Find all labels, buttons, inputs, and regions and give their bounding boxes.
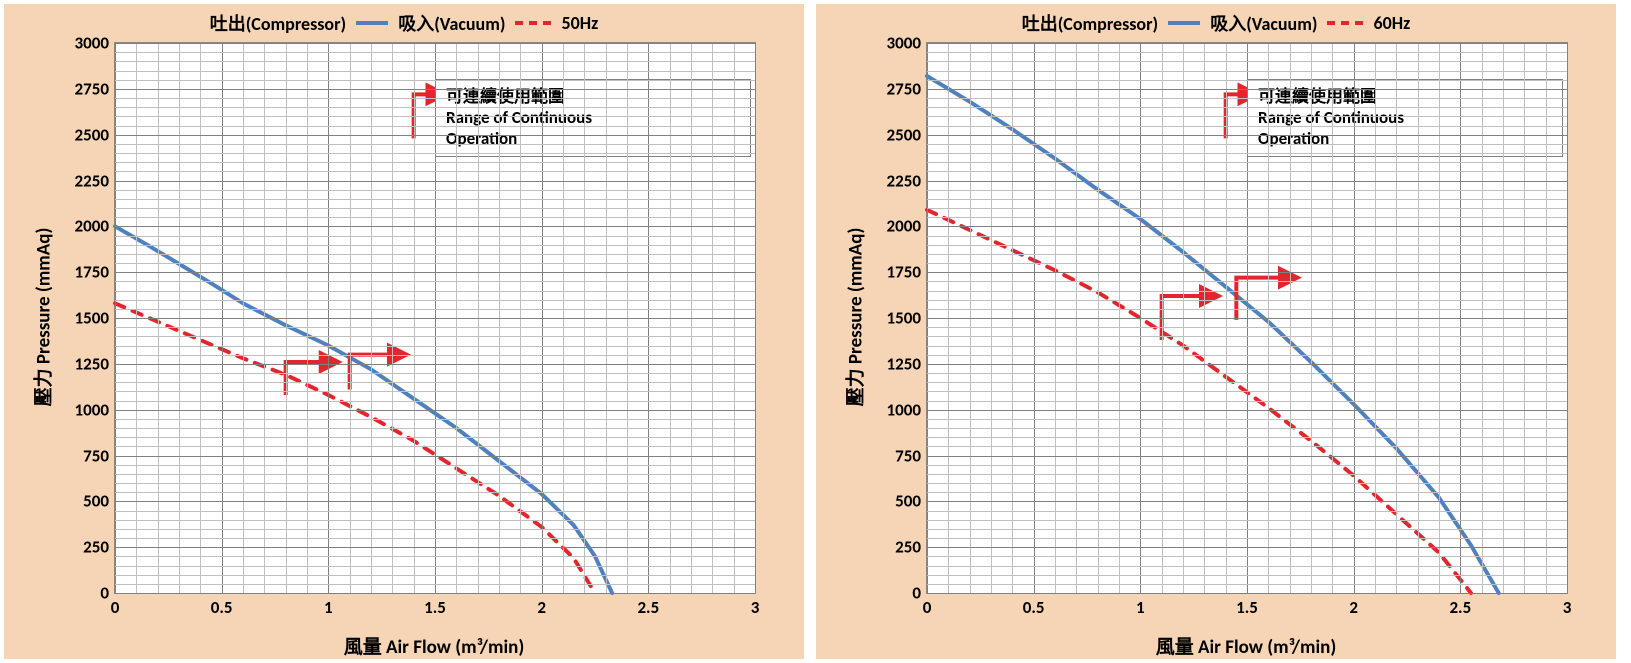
annot-line3: Operation [1258,128,1552,149]
y-axis-label: 壓力 Pressure (mmAq) [841,228,868,407]
vacuum-curve [115,303,595,593]
y-tick-label: 250 [895,537,927,558]
y-tick-label: 1000 [75,399,115,420]
y-tick-label: 2750 [75,78,115,99]
y-tick-label: 2250 [75,170,115,191]
y-tick-label: 1750 [75,262,115,283]
y-tick-label: 750 [83,445,115,466]
compressor-swatch-icon [356,21,388,25]
x-axis-label: 風量 Air Flow (m³/min) [344,632,525,659]
chart-panel-60hz: 吐出(Compressor) 吸入(Vacuum) 60Hz 可連續使用範圍 R… [816,4,1616,659]
vacuum-swatch-icon [515,21,551,25]
y-tick-label: 1750 [887,262,927,283]
y-tick-label: 0 [100,583,115,604]
x-tick-label: 2.5 [637,593,659,618]
legend-vacuum-label: 吸入(Vacuum) [398,10,505,36]
x-tick-label: 2 [1349,593,1358,618]
x-tick-label: 2.5 [1449,593,1471,618]
x-tick-label: 0.5 [211,593,233,618]
y-tick-label: 2750 [887,78,927,99]
plot-area: 可連續使用範圍 Range of Continuous Operation 00… [114,42,756,594]
legend-freq-label: 50Hz [562,12,599,34]
x-axis-label: 風量 Air Flow (m³/min) [1156,632,1337,659]
legend: 吐出(Compressor) 吸入(Vacuum) 60Hz [816,10,1616,36]
chart-panel-50hz: 吐出(Compressor) 吸入(Vacuum) 50Hz 可連續使用範圍 R… [4,4,804,659]
x-tick-label: 1 [324,593,333,618]
y-tick-label: 1500 [887,308,927,329]
x-tick-label: 1.5 [424,593,446,618]
y-tick-label: 0 [912,583,927,604]
y-tick-label: 2000 [887,216,927,237]
x-tick-label: 2 [537,593,546,618]
x-tick-label: 1.5 [1236,593,1258,618]
legend: 吐出(Compressor) 吸入(Vacuum) 50Hz [4,10,804,36]
y-tick-label: 3000 [887,33,927,54]
y-tick-label: 1250 [75,353,115,374]
y-tick-label: 3000 [75,33,115,54]
y-tick-label: 1250 [887,353,927,374]
y-tick-label: 2250 [887,170,927,191]
x-tick-label: 3 [1563,593,1572,618]
y-tick-label: 1500 [75,308,115,329]
y-tick-label: 2500 [887,124,927,145]
y-tick-label: 1000 [887,399,927,420]
y-tick-label: 2500 [75,124,115,145]
y-tick-label: 250 [83,537,115,558]
annotation-box: 可連續使用範圍 Range of Continuous Operation [435,79,751,157]
charts-container: 吐出(Compressor) 吸入(Vacuum) 50Hz 可連續使用範圍 R… [0,0,1631,663]
legend-vacuum-label: 吸入(Vacuum) [1210,10,1317,36]
y-axis-label: 壓力 Pressure (mmAq) [29,228,56,407]
x-tick-label: 1 [1136,593,1145,618]
x-tick-label: 0.5 [1023,593,1045,618]
legend-compressor-label: 吐出(Compressor) [210,10,346,36]
y-tick-label: 500 [83,491,115,512]
annotation-box: 可連續使用範圍 Range of Continuous Operation [1247,79,1563,157]
plot-area: 可連續使用範圍 Range of Continuous Operation 00… [926,42,1568,594]
annot-line3: Operation [446,128,740,149]
y-tick-label: 500 [895,491,927,512]
x-tick-label: 3 [751,593,760,618]
legend-freq-label: 60Hz [1374,12,1411,34]
legend-compressor-label: 吐出(Compressor) [1022,10,1158,36]
y-tick-label: 2000 [75,216,115,237]
vacuum-swatch-icon [1327,21,1363,25]
y-tick-label: 750 [895,445,927,466]
compressor-swatch-icon [1168,21,1200,25]
